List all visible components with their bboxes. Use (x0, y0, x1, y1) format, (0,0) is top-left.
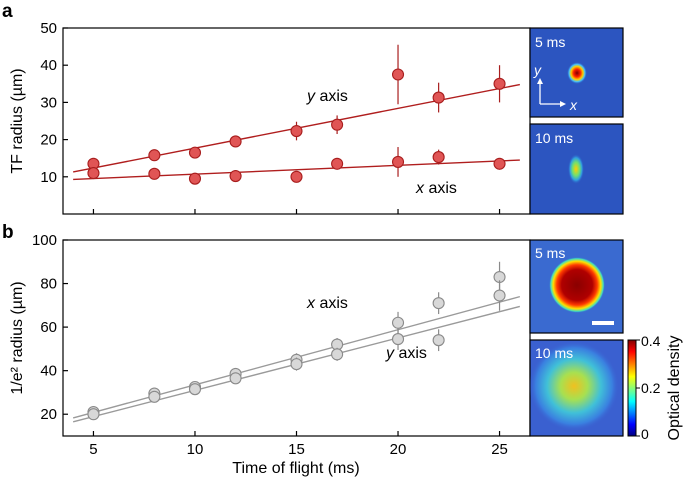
inset-a-5ms: 5 ms y x (529, 27, 624, 118)
x-axis-label: Time of flight (ms) (232, 460, 359, 477)
panel-a-letter: a (2, 1, 13, 22)
colorbar-label: Optical density (666, 336, 683, 441)
panel-b-ytick-label: 100 (32, 232, 57, 249)
colorbar-tick-label: 0 (641, 426, 649, 442)
panel-a-ytick-label: 20 (40, 132, 57, 149)
panel-a-point-x-axis (229, 170, 242, 183)
x-tick-label: 5 (89, 441, 97, 458)
panel-a-point-x-axis (87, 167, 100, 180)
inset-a-10ms-cloud (568, 154, 584, 184)
panel-a-point-y-axis (229, 135, 242, 148)
panel-b-point-y-axis (229, 372, 242, 385)
panel-b-ytick-label: 60 (40, 319, 57, 336)
inset-a-5ms-cloud (567, 62, 587, 84)
panel-b-point-x-axis (432, 297, 445, 310)
inset-y-axis-letter: y (533, 62, 542, 78)
panel-a-point-y-axis (290, 124, 303, 138)
inset-b-5ms: 5 ms (529, 239, 624, 334)
panel-a-annot-y-axis: y axis (306, 88, 348, 105)
panel-b-point-y-axis (331, 348, 344, 361)
inset-b-5ms-cloud (549, 257, 605, 313)
colorbar-gradient (627, 339, 637, 437)
panel-a-point-y-axis (391, 68, 405, 81)
colorbar-ticks: 0 0.2 0.4 (636, 333, 661, 442)
panel-b-ylabel: 1/e² radius (µm) (9, 281, 26, 394)
panel-a-ytick-label: 50 (40, 20, 57, 37)
panel-a-plot: 10 20 30 40 50 TF radius (µm) y axis x axis (9, 20, 531, 215)
colorbar-tick-label: 0.4 (641, 333, 661, 349)
x-tick-label: 25 (491, 441, 508, 458)
inset-b-10ms-label: 10 ms (535, 345, 573, 361)
panel-a-data (73, 44, 520, 185)
panel-b-ytick-label: 80 (40, 276, 57, 293)
panel-b-point-y-axis (493, 289, 506, 302)
inset-axes-arrows (537, 78, 566, 107)
panel-b-point-y-axis (391, 333, 405, 346)
inset-b-5ms-label: 5 ms (535, 245, 565, 261)
panel-a-point-y-axis (331, 118, 344, 131)
panel-a-point-y-axis (148, 149, 161, 162)
panel-a-point-x-axis (493, 157, 506, 170)
inset-a-10ms-label: 10 ms (535, 130, 573, 146)
panel-b-ytick-label: 20 (40, 406, 57, 423)
panel-a-point-y-axis (493, 77, 506, 90)
panel-a-ticks: 10 20 30 40 50 (40, 20, 501, 214)
panel-a-ylabel: TF radius (µm) (9, 68, 26, 173)
panel-b-ticks: 5 10 15 20 25 20 40 60 80 100 (32, 232, 508, 458)
panel-b-ytick-label: 40 (40, 363, 57, 380)
inset-b-10ms: 10 ms (529, 339, 624, 437)
inset-x-axis-letter: x (569, 97, 578, 113)
panel-a-point-x-axis (432, 151, 445, 164)
panel-a-point-x-axis (148, 167, 161, 180)
colorbar-tick-label: 0.2 (641, 380, 661, 396)
panel-a-fit-x-axis (73, 159, 520, 181)
panel-b-point-y-axis (432, 334, 445, 347)
panel-a-frame (62, 27, 531, 215)
panel-a-ytick-label: 10 (40, 169, 57, 186)
panel-b-point-x-axis (391, 316, 405, 329)
panel-a-annot-x-axis: x axis (415, 180, 457, 197)
x-tick-label: 20 (390, 441, 407, 458)
inset-b-10ms-cloud (529, 341, 619, 431)
panel-a-point-y-axis (432, 91, 445, 104)
panel-a-ytick-label: 30 (40, 94, 57, 111)
inset-a-10ms: 10 ms (529, 123, 624, 215)
panel-b-annot-y-axis: y axis (385, 345, 427, 362)
panel-a-ytick-label: 40 (40, 57, 57, 74)
panel-b-data (72, 261, 521, 423)
panel-b-point-y-axis (87, 408, 100, 421)
colorbar: 0 0.2 0.4 Optical density (627, 333, 683, 442)
panel-b-letter: b (2, 222, 14, 243)
panel-b-point-y-axis (188, 383, 202, 396)
panel-a-point-x-axis (290, 170, 303, 183)
panel-b-point-y-axis (290, 358, 303, 371)
panel-a-point-x-axis (188, 172, 202, 185)
x-tick-label: 10 (187, 441, 204, 458)
panel-b-plot: 5 10 15 20 25 20 40 60 80 100 1/e² radius (µm) x … (9, 232, 531, 458)
panel-b-point-y-axis (148, 390, 161, 403)
x-tick-label: 15 (288, 441, 305, 458)
panel-a-point-x-axis (331, 157, 344, 170)
panel-a-point-x-axis (391, 155, 405, 168)
inset-a-5ms-label: 5 ms (535, 34, 565, 50)
panel-a-point-y-axis (188, 146, 202, 159)
panel-b-annot-x-axis: x axis (306, 295, 348, 312)
scale-bar (592, 321, 614, 325)
